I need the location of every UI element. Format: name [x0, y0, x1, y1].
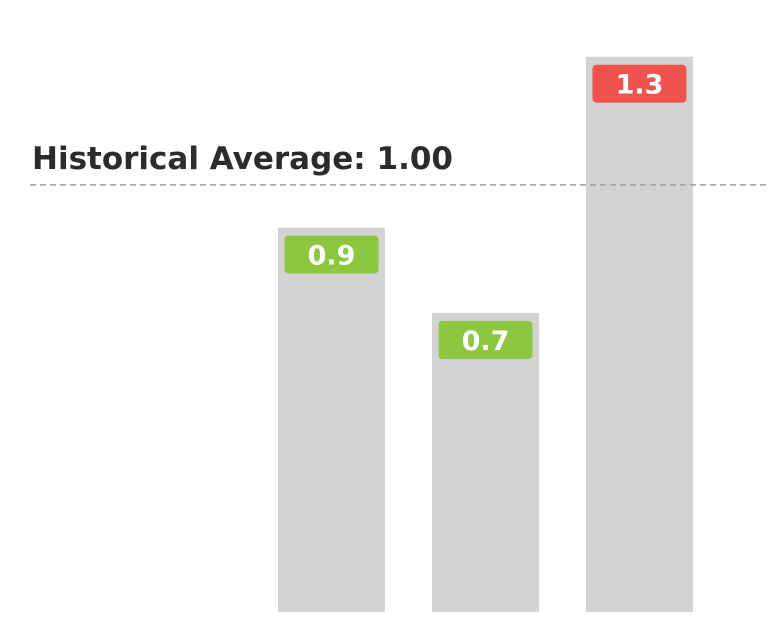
historical-average-label: Historical Average: 1.00	[32, 141, 453, 177]
value-badge-1	[284, 235, 379, 274]
bar-3	[586, 56, 693, 612]
value-badges-group: 0.9 0.7 1.3	[284, 64, 687, 359]
value-badge-2	[438, 321, 533, 359]
value-label-1: 0.9	[308, 241, 356, 272]
value-label-2: 0.7	[462, 326, 510, 357]
bar-1	[278, 227, 385, 613]
value-badge-3	[592, 64, 687, 103]
bars-group	[278, 56, 693, 613]
value-label-3: 1.3	[616, 70, 664, 101]
bar-2	[432, 313, 539, 612]
